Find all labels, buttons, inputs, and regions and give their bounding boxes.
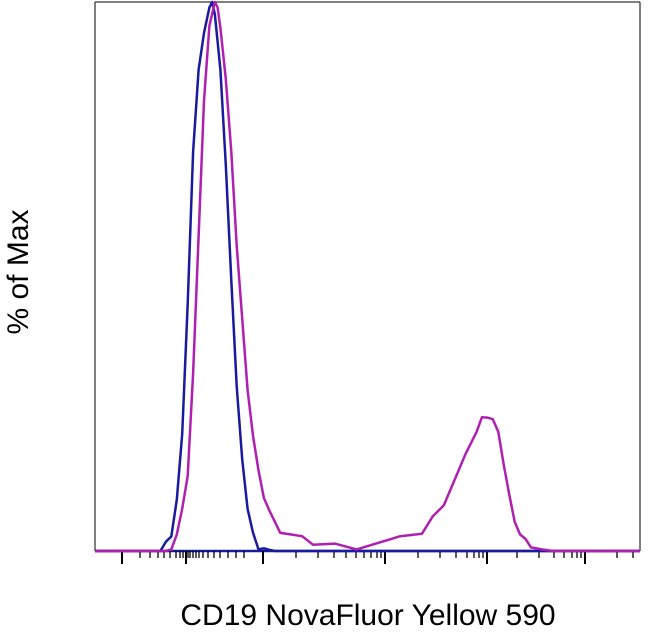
x-axis-ticks [121, 551, 634, 564]
plot-frame [94, 1, 641, 553]
x-axis-title: CD19 NovaFluor Yellow 590 [180, 599, 555, 632]
histogram-series-2 [95, 0, 640, 553]
y-axis-title: % of Max [2, 209, 35, 334]
series-layer [95, 0, 640, 553]
histogram-series-1 [95, 0, 640, 553]
